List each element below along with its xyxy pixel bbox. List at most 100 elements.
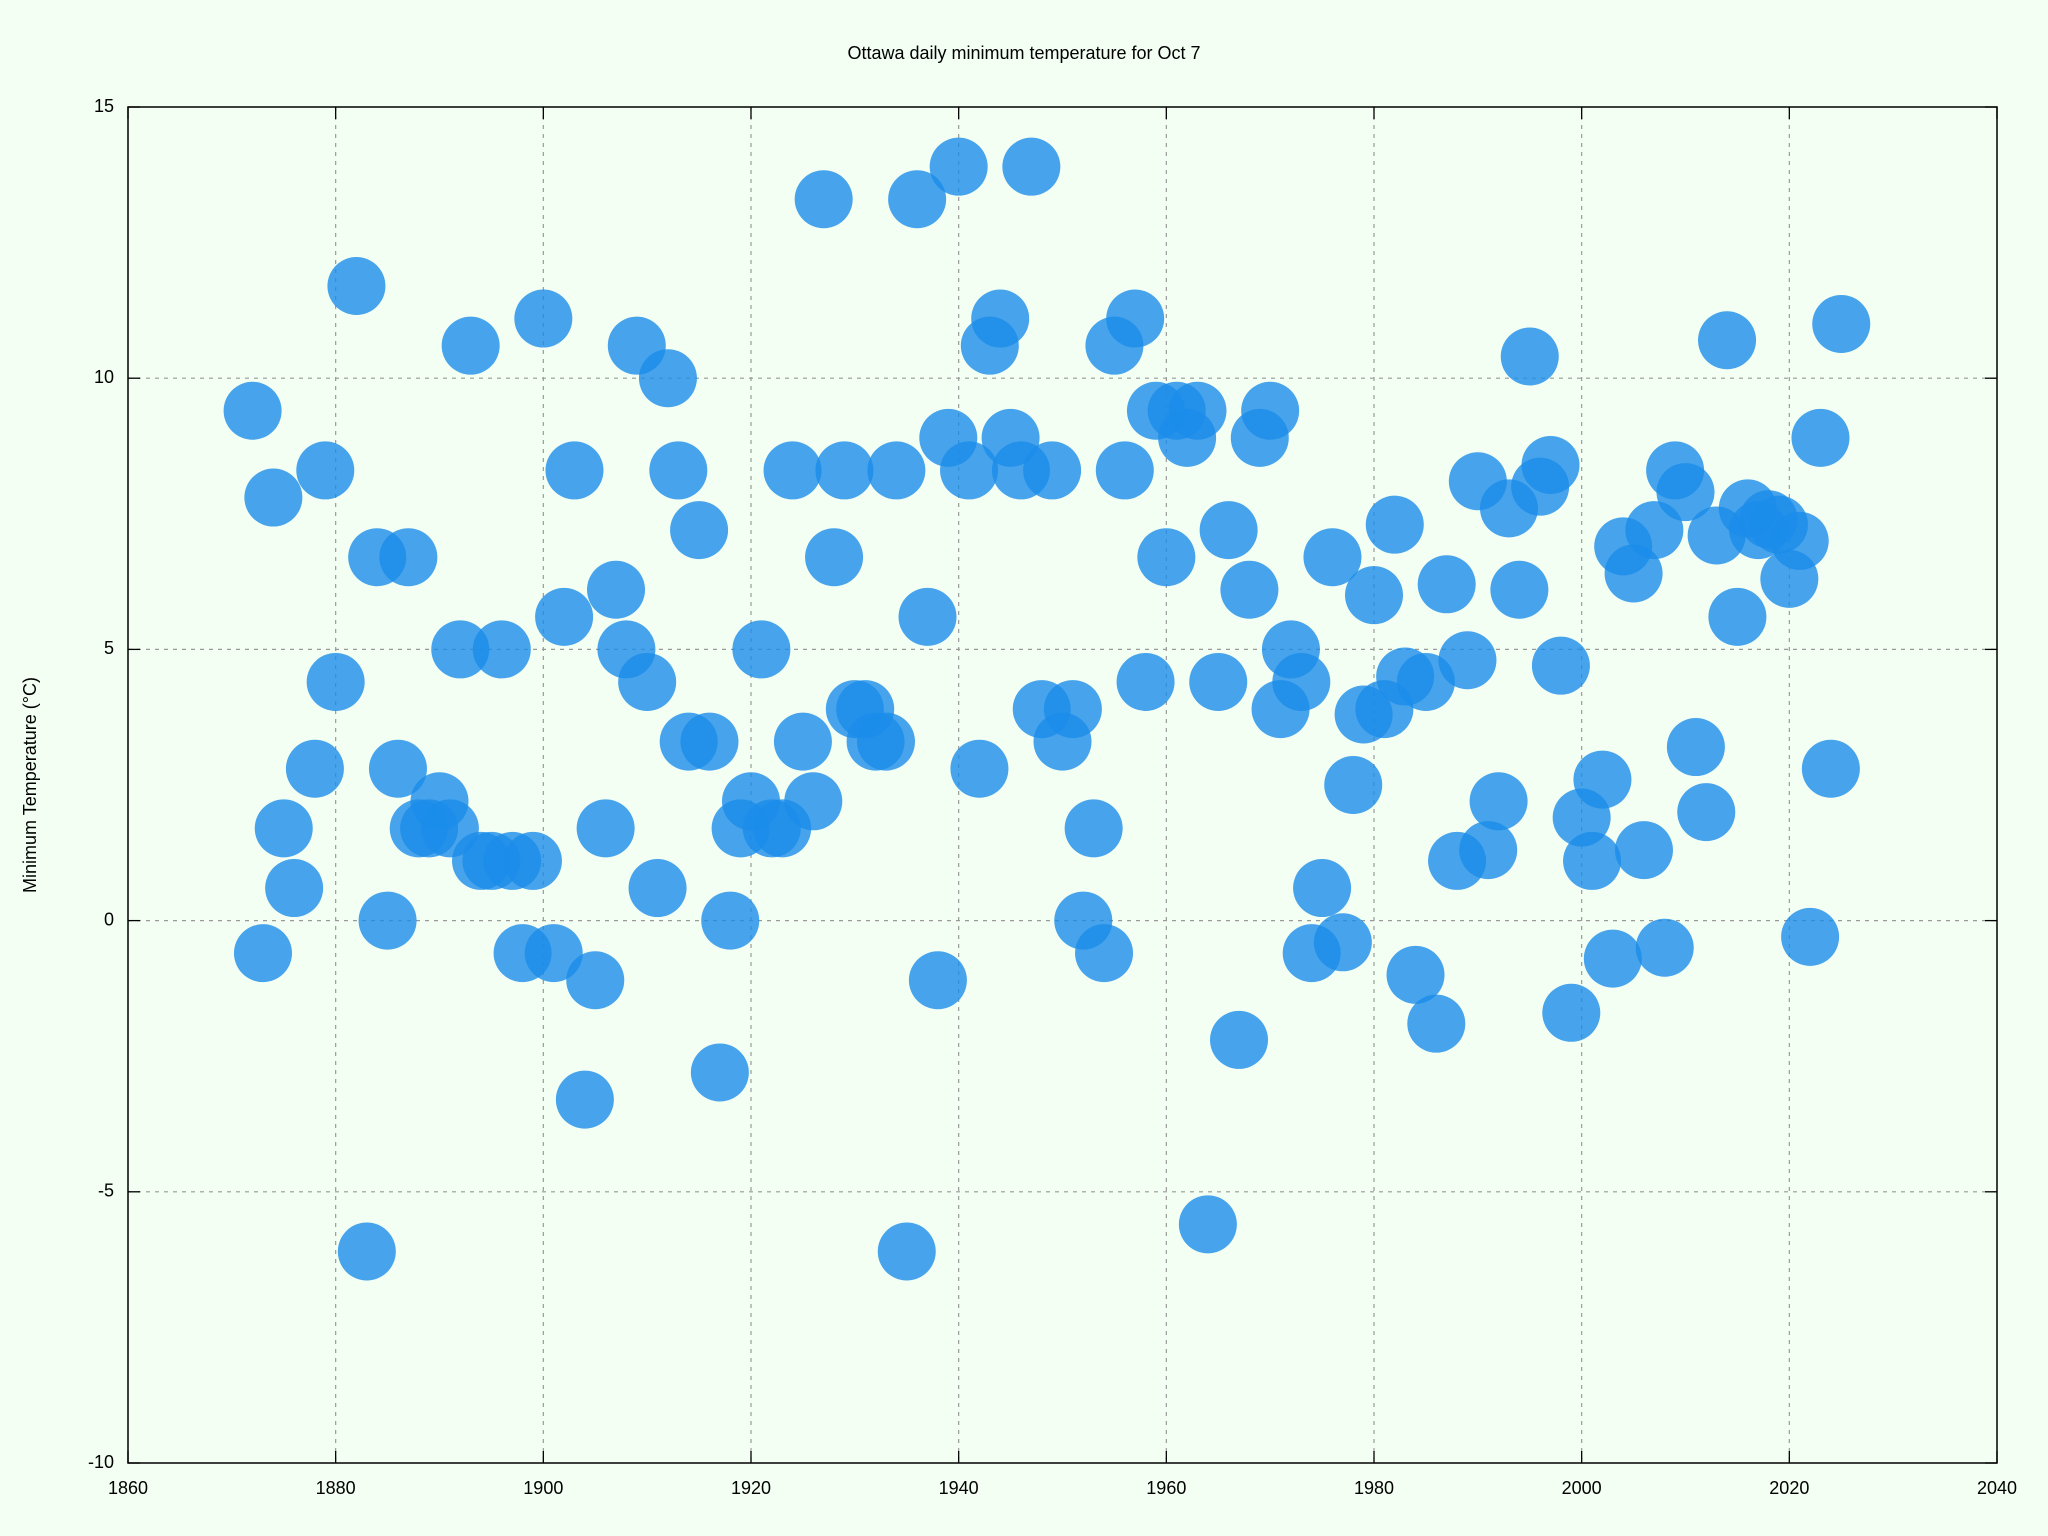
point xyxy=(950,739,1009,798)
point xyxy=(233,924,292,983)
point xyxy=(877,1222,936,1281)
x-tick-label: 1920 xyxy=(731,1478,771,1498)
point xyxy=(888,170,947,229)
point xyxy=(431,620,490,679)
point xyxy=(1064,799,1123,858)
point xyxy=(535,587,594,646)
point xyxy=(1345,566,1403,625)
point xyxy=(690,1043,749,1102)
point xyxy=(545,441,604,500)
point xyxy=(1542,983,1601,1042)
point xyxy=(638,349,697,408)
point xyxy=(1417,555,1476,614)
point xyxy=(524,924,583,983)
x-tick-label: 1860 xyxy=(108,1478,148,1498)
x-tick-label: 1980 xyxy=(1354,1478,1394,1498)
point xyxy=(1178,1195,1237,1254)
x-tick-label: 1880 xyxy=(316,1478,356,1498)
point xyxy=(1137,528,1196,587)
point xyxy=(1189,652,1248,711)
point xyxy=(1677,783,1736,842)
point xyxy=(1241,381,1300,440)
point xyxy=(763,441,822,500)
point xyxy=(732,620,791,679)
point xyxy=(1770,511,1829,570)
point xyxy=(358,891,417,950)
point xyxy=(368,739,427,798)
point xyxy=(1199,501,1258,560)
point xyxy=(244,468,303,527)
point xyxy=(254,799,313,858)
point xyxy=(805,528,864,587)
x-tick-label: 1900 xyxy=(523,1478,563,1498)
y-tick-label: -5 xyxy=(98,1181,114,1201)
point xyxy=(379,528,438,587)
point xyxy=(1043,680,1102,739)
point xyxy=(1500,327,1559,386)
point xyxy=(784,772,843,831)
point xyxy=(940,441,999,500)
point xyxy=(1791,408,1850,467)
chart-title: Ottawa daily minimum temperature for Oct… xyxy=(847,43,1200,63)
point xyxy=(1272,652,1331,711)
point xyxy=(618,652,677,711)
point xyxy=(773,712,832,771)
point xyxy=(1614,821,1673,880)
y-tick-label: 15 xyxy=(94,96,114,116)
point xyxy=(1656,463,1715,522)
x-tick-label: 1960 xyxy=(1146,1478,1186,1498)
point xyxy=(514,289,573,348)
point xyxy=(1666,718,1725,777)
point xyxy=(587,560,646,619)
point xyxy=(1469,772,1528,831)
point xyxy=(265,859,324,918)
point xyxy=(555,1070,614,1129)
x-tick-label: 2020 xyxy=(1769,1478,1809,1498)
point xyxy=(1812,294,1871,353)
point xyxy=(223,381,282,440)
point xyxy=(680,712,739,771)
x-tick-label: 2000 xyxy=(1562,1478,1602,1498)
point xyxy=(1002,137,1061,196)
point xyxy=(1023,441,1082,500)
point xyxy=(327,256,386,315)
point xyxy=(296,441,355,500)
point xyxy=(1168,381,1227,440)
point xyxy=(337,1222,396,1281)
point xyxy=(1438,631,1497,690)
point xyxy=(1407,994,1466,1053)
y-tick-label: 10 xyxy=(94,367,114,387)
point xyxy=(1106,289,1165,348)
point xyxy=(1075,924,1134,983)
point xyxy=(908,951,967,1010)
y-tick-label: 0 xyxy=(104,909,114,929)
x-tick-label: 1940 xyxy=(939,1478,979,1498)
point xyxy=(867,441,926,500)
point xyxy=(1313,913,1372,972)
point xyxy=(1531,636,1590,695)
point xyxy=(1324,756,1383,814)
y-tick-label: 5 xyxy=(104,638,114,658)
y-tick-label: -10 xyxy=(88,1452,114,1472)
point xyxy=(815,441,874,500)
y-axis-label: Minimum Temperature (°C) xyxy=(20,677,40,893)
point xyxy=(929,137,988,196)
point xyxy=(1698,311,1757,370)
point xyxy=(503,831,562,890)
point xyxy=(794,170,853,229)
point xyxy=(1604,544,1663,603)
point xyxy=(1490,560,1549,619)
point xyxy=(1210,1010,1269,1069)
point xyxy=(628,859,687,918)
point xyxy=(566,951,625,1010)
point xyxy=(1459,821,1518,880)
point xyxy=(1303,528,1362,587)
point xyxy=(971,289,1030,348)
point xyxy=(1583,929,1642,988)
point xyxy=(472,620,531,679)
point xyxy=(1386,945,1445,1004)
point xyxy=(1095,441,1154,500)
point xyxy=(1708,587,1767,646)
point xyxy=(1521,435,1580,494)
